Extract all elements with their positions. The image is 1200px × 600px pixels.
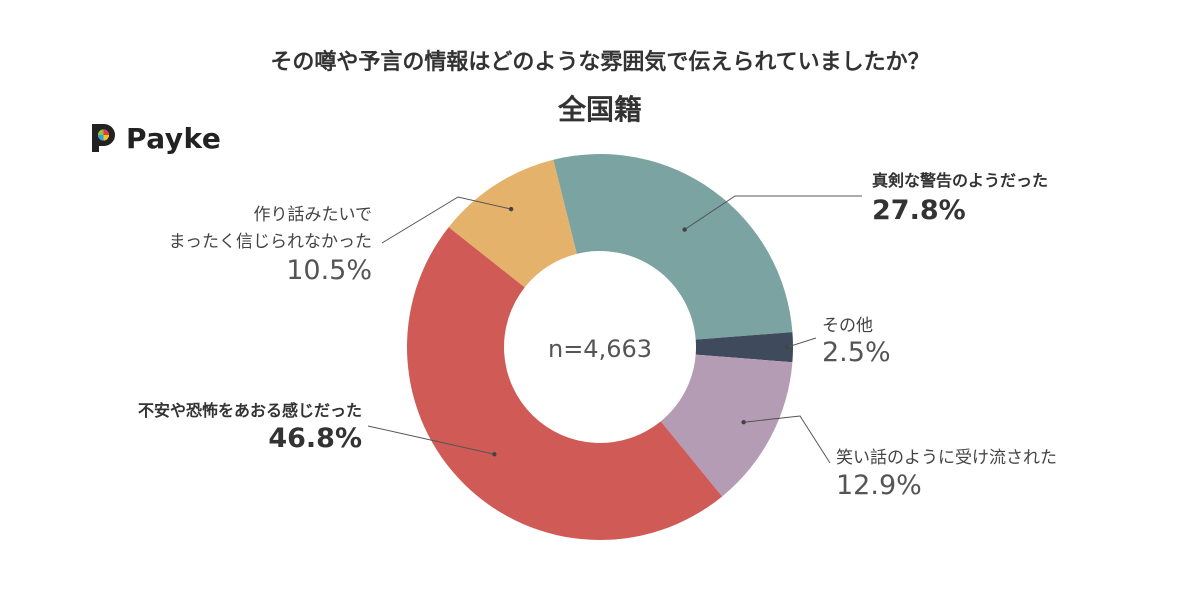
- payke-logo-icon: [92, 124, 115, 152]
- slice-value-label: 27.8%: [872, 195, 966, 226]
- pie-slice: [553, 154, 793, 340]
- pie-slice: [407, 227, 723, 540]
- slice-value-label: 46.8%: [268, 423, 362, 454]
- pie-slice: [660, 354, 793, 497]
- sample-size-label: n=4,663: [548, 335, 652, 363]
- slice-label: その他: [822, 316, 873, 336]
- leader-line: [381, 196, 512, 244]
- brand-name: Payke: [126, 121, 222, 155]
- leader-line: [684, 195, 862, 231]
- slice-label: 真剣な警告のようだった: [872, 171, 1048, 190]
- chart-subtitle: 全国籍: [557, 93, 642, 126]
- leader-dot: [682, 227, 687, 232]
- brand-logo: Payke: [88, 120, 221, 156]
- chart-title: その噂や予言の情報はどのような雰囲気で伝えられていましたか？: [270, 50, 930, 75]
- slice-value-label: 10.5%: [286, 255, 372, 286]
- pie-slice: [448, 159, 577, 288]
- slice-value-label: 2.5%: [822, 337, 891, 368]
- leader-dot: [741, 420, 746, 425]
- leader-dot: [508, 206, 514, 212]
- leader-dot: [784, 344, 790, 350]
- leader-line: [743, 415, 831, 464]
- pie-slice: [695, 332, 793, 363]
- leader-dot: [492, 452, 497, 457]
- slice-label: 不安や恐怖をあおる感じだった: [138, 401, 362, 420]
- leader-line: [367, 425, 495, 455]
- slice-value-label: 12.9%: [836, 470, 922, 501]
- slice-label: 笑い話のように受け流された: [836, 448, 1057, 468]
- leader-line: [786, 337, 817, 348]
- slice-label: 作り話みたいでまったく信じられなかった: [169, 205, 372, 252]
